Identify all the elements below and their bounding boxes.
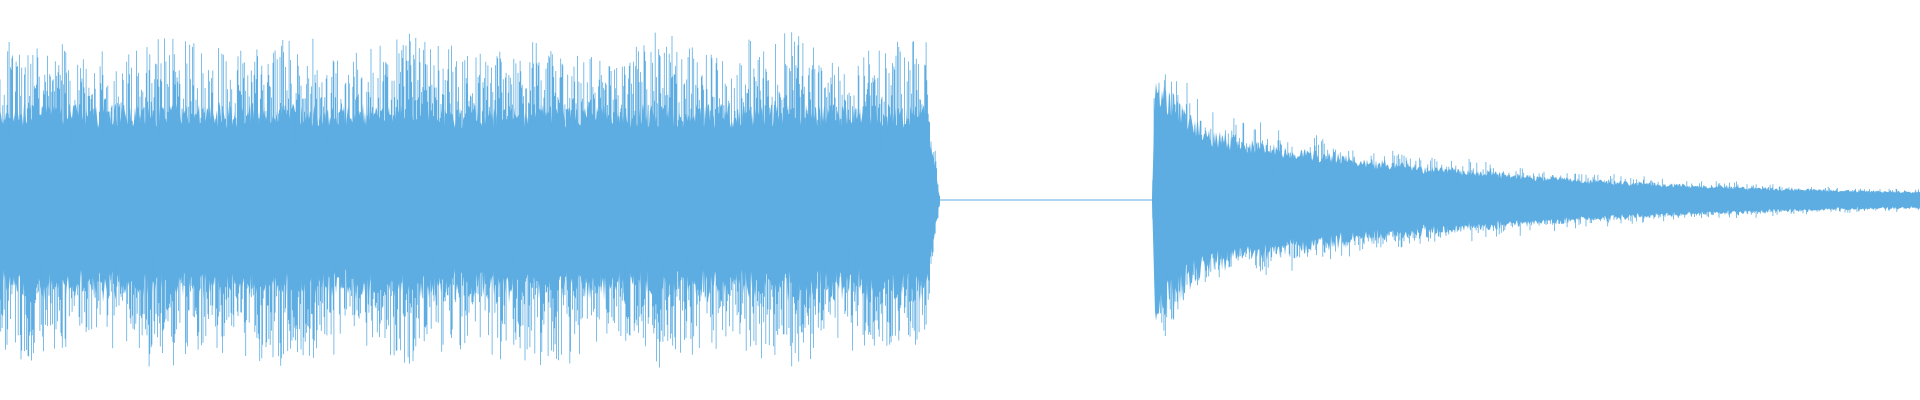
sustained-noise-clip — [0, 32, 940, 368]
decaying-impact-clip — [1152, 74, 1920, 336]
decaying-impact-clip-peaks — [1152, 74, 1920, 336]
sustained-noise-clip-peaks — [0, 32, 940, 368]
